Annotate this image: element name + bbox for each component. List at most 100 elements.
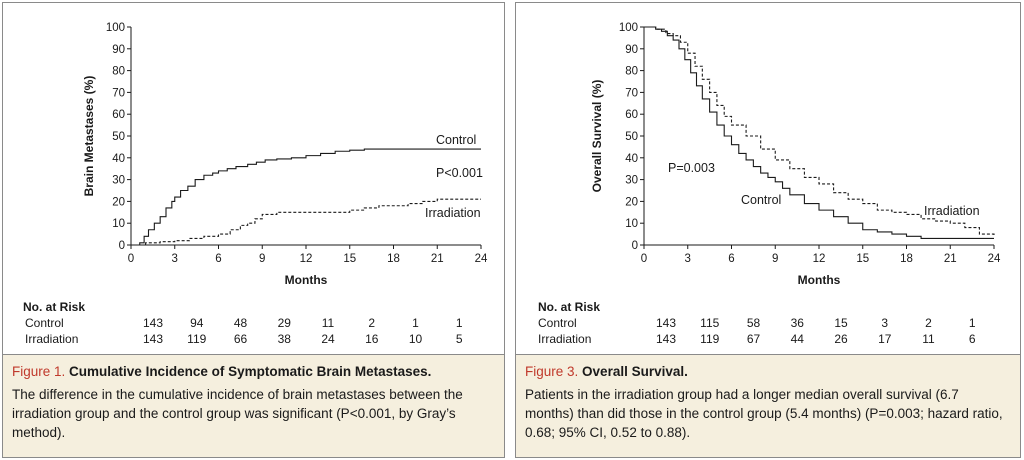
- y-tick-label: 70: [625, 87, 638, 99]
- y-tick-label: 10: [625, 218, 638, 230]
- caption-title-row: Figure 1. Cumulative Incidence of Sympto…: [12, 364, 495, 379]
- y-tick-label: 20: [112, 196, 125, 208]
- risk-table-header: No. at Risk: [23, 300, 85, 314]
- caption-body: The difference in the cumulative inciden…: [12, 387, 463, 440]
- x-tick-label: 0: [641, 253, 647, 265]
- risk-value-irradiation: 26: [834, 332, 848, 346]
- risk-value-control: 143: [143, 316, 163, 330]
- risk-value-irradiation: 66: [234, 332, 248, 346]
- figure-1-caption: Figure 1. Cumulative Incidence of Sympto…: [3, 354, 504, 457]
- y-tick-label: 40: [112, 153, 125, 165]
- risk-value-irradiation: 6: [969, 332, 976, 346]
- risk-value-irradiation: 119: [187, 332, 206, 346]
- risk-value-control: 2: [368, 316, 375, 330]
- risk-value-control: 58: [747, 316, 761, 330]
- series-line-control: [131, 148, 481, 246]
- risk-value-control: 143: [656, 316, 676, 330]
- y-tick-label: 60: [112, 109, 125, 121]
- risk-row-label-control: Control: [538, 316, 577, 330]
- risk-value-irradiation: 5: [456, 332, 463, 346]
- risk-value-control: 1: [412, 316, 419, 330]
- series-line-control: [644, 26, 994, 240]
- x-tick-label: 6: [215, 253, 221, 265]
- risk-value-control: 48: [234, 316, 248, 330]
- y-tick-label: 90: [112, 44, 125, 56]
- y-tick-label: 0: [119, 240, 125, 252]
- series-line-irradiation: [131, 198, 481, 246]
- x-tick-label: 6: [728, 253, 734, 265]
- y-tick-label: 100: [619, 22, 638, 34]
- caption-body: Patients in the irradiation group had a …: [525, 387, 1003, 440]
- y-tick-label: 30: [625, 175, 638, 187]
- risk-value-irradiation: 24: [321, 332, 335, 346]
- caption-title: Overall Survival.: [582, 364, 688, 379]
- annotation-control: Control: [741, 193, 781, 207]
- annotation-irradiation: Irradiation: [924, 204, 980, 218]
- risk-value-irradiation: 10: [409, 332, 423, 346]
- annotation-p-value: P=0.003: [668, 161, 715, 175]
- series-line-irradiation: [644, 26, 995, 237]
- y-tick-label: 20: [625, 196, 638, 208]
- y-tick-label: 50: [112, 131, 125, 143]
- y-tick-label: 70: [112, 87, 125, 99]
- risk-value-irradiation: 16: [365, 332, 379, 346]
- risk-value-irradiation: 44: [791, 332, 805, 346]
- x-tick-label: 18: [900, 253, 913, 265]
- x-tick-label: 3: [685, 253, 691, 265]
- y-tick-label: 60: [625, 109, 638, 121]
- risk-value-control: 94: [190, 316, 204, 330]
- x-tick-label: 9: [772, 253, 778, 265]
- x-tick-label: 12: [300, 253, 313, 265]
- x-tick-label: 24: [988, 253, 1001, 265]
- risk-value-control: 1: [456, 316, 463, 330]
- risk-row-label-irradiation: Irradiation: [538, 332, 591, 346]
- annotation-control: Control: [436, 133, 476, 147]
- risk-value-control: 15: [834, 316, 848, 330]
- y-tick-label: 80: [112, 66, 125, 78]
- x-tick-label: 0: [128, 253, 134, 265]
- caption-figure-label: Figure 3.: [525, 364, 579, 379]
- risk-value-irradiation: 38: [278, 332, 292, 346]
- y-tick-label: 100: [106, 22, 125, 34]
- risk-value-control: 36: [791, 316, 805, 330]
- y-tick-label: 50: [625, 131, 638, 143]
- risk-value-control: 1: [969, 316, 976, 330]
- y-tick-label: 80: [625, 66, 638, 78]
- risk-value-control: 11: [322, 316, 335, 330]
- x-tick-label: 12: [813, 253, 826, 265]
- figure-3-x-axis-label: Months: [798, 273, 841, 287]
- risk-value-control: 2: [925, 316, 932, 330]
- x-tick-label: 15: [343, 253, 356, 265]
- risk-row-label-control: Control: [25, 316, 64, 330]
- x-tick-label: 21: [944, 253, 957, 265]
- y-tick-label: 10: [112, 218, 125, 230]
- figure-1-panel: Brain Metastases (%) Months Control P<0.…: [2, 2, 505, 458]
- y-tick-label: 40: [625, 153, 638, 165]
- risk-row-label-irradiation: Irradiation: [25, 332, 78, 346]
- x-tick-label: 15: [856, 253, 869, 265]
- risk-value-irradiation: 11: [922, 332, 935, 346]
- figure-3-panel: Overall Survival (%) Months P=0.003 Cont…: [515, 2, 1021, 458]
- y-tick-label: 0: [632, 240, 638, 252]
- figure-1-x-axis-label: Months: [285, 273, 328, 287]
- risk-value-irradiation: 67: [747, 332, 761, 346]
- figure-3-caption: Figure 3. Overall Survival. Patients in …: [516, 354, 1020, 457]
- figure-3-chart: Overall Survival (%) Months P=0.003 Cont…: [538, 22, 1001, 346]
- annotation-p-value: P<0.001: [436, 166, 483, 180]
- risk-value-control: 115: [700, 316, 719, 330]
- x-tick-label: 18: [387, 253, 400, 265]
- figure-3-y-axis-label: Overall Survival (%): [590, 80, 604, 193]
- caption-figure-label: Figure 1.: [12, 364, 66, 379]
- risk-table-header: No. at Risk: [538, 300, 600, 314]
- risk-value-irradiation: 119: [700, 332, 719, 346]
- figure-1-chart: Brain Metastases (%) Months Control P<0.…: [23, 22, 488, 346]
- y-tick-label: 90: [625, 44, 638, 56]
- x-tick-label: 3: [172, 253, 178, 265]
- x-tick-label: 9: [259, 253, 265, 265]
- risk-value-irradiation: 17: [878, 332, 892, 346]
- caption-title-row: Figure 3. Overall Survival.: [525, 364, 1011, 379]
- figure-1-y-axis-label: Brain Metastases (%): [82, 76, 96, 197]
- caption-title: Cumulative Incidence of Symptomatic Brai…: [69, 364, 432, 379]
- risk-value-irradiation: 143: [143, 332, 163, 346]
- x-tick-label: 24: [475, 253, 488, 265]
